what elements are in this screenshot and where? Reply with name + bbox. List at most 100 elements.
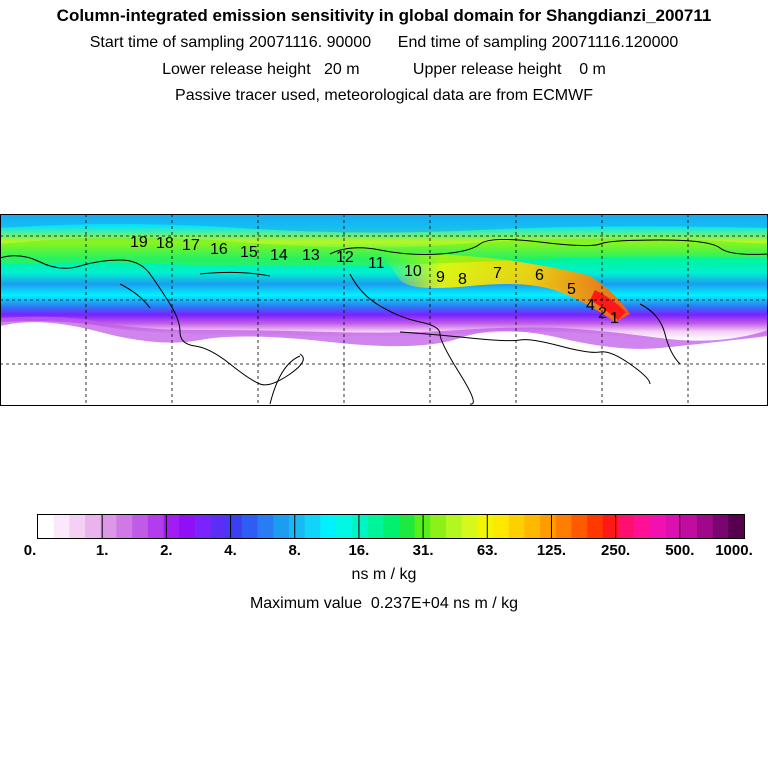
- colorbar-bin: [555, 515, 572, 539]
- colorbar-tick-label: 4.: [224, 542, 237, 559]
- colorbar-bin: [147, 515, 164, 539]
- high-sensitivity-plume: [380, 252, 630, 322]
- trajectory-label: 9: [436, 269, 445, 286]
- colorbar-tick-labels: 0. 1. 2. 4. 8. 16. 31. 63. 125. 250. 500. 1000.: [24, 542, 753, 559]
- colorbar-bin: [194, 515, 211, 539]
- trajectory-label: 7: [493, 265, 502, 282]
- colorbar-bin: [367, 515, 384, 539]
- colorbar-bin: [320, 515, 337, 539]
- colorbar-bin: [618, 515, 635, 539]
- colorbar-bin: [430, 515, 447, 539]
- colorbar-bin: [461, 515, 478, 539]
- lower-release-height-label: Lower release height 20 m: [162, 61, 360, 78]
- colorbar-tick-label: 1000.: [715, 542, 753, 559]
- coastlines: [0, 238, 768, 405]
- colorbar-bin: [445, 515, 462, 539]
- colorbar-bin: [69, 515, 86, 539]
- colorbar-bin: [383, 515, 400, 539]
- colorbar-bin: [116, 515, 133, 539]
- colorbar-bin: [602, 515, 619, 539]
- colorbar-tick-label: 31.: [413, 542, 434, 559]
- colorbar-bin: [665, 515, 682, 539]
- colorbar-bin: [100, 515, 117, 539]
- colorbar-tick-label: 500.: [665, 542, 694, 559]
- colorbar-bins: [38, 515, 745, 539]
- colorbar-bin: [53, 515, 70, 539]
- plot-title: Column-integrated emission sensitivity i…: [56, 6, 712, 25]
- trajectory-label: 18: [156, 235, 174, 252]
- maximum-value-label: Maximum value 0.237E+04 ns m / kg: [249, 595, 519, 612]
- colorbar-units: ns m / kg: [351, 566, 417, 583]
- tracer-note: Passive tracer used, meteorological data…: [175, 87, 593, 104]
- source-hotspot: [590, 290, 626, 320]
- trajectory-label: 8: [458, 271, 467, 288]
- trajectory-label: 5: [567, 281, 576, 298]
- upper-release-height-label: Upper release height 0 m: [412, 61, 606, 78]
- colorbar-bin: [336, 515, 353, 539]
- colorbar-tick-label: 125.: [537, 542, 566, 559]
- colorbar-bin: [712, 515, 729, 539]
- colorbar-bin: [649, 515, 666, 539]
- trajectory-label: 19: [130, 234, 148, 251]
- emission-sensitivity-map: 1 2 4 5 6 7 8 9 10 11 12 13 14 15 16 17 …: [0, 214, 768, 406]
- colorbar-bin: [524, 515, 541, 539]
- graticule: [0, 214, 768, 406]
- colorbar-frame: [37, 514, 745, 539]
- colorbar-bin: [226, 515, 243, 539]
- colorbar-bin: [587, 515, 604, 539]
- colorbar-tick-label: 63.: [477, 542, 498, 559]
- colorbar-bin: [241, 515, 258, 539]
- colorbar-bin: [289, 515, 306, 539]
- colorbar-bin: [179, 515, 196, 539]
- colorbar-tick-label: 0.: [24, 542, 37, 559]
- colorbar-bin: [257, 515, 274, 539]
- trajectory-label: 1: [610, 310, 619, 327]
- trajectory-label: 6: [535, 267, 544, 284]
- colorbar-tick-label: 250.: [601, 542, 630, 559]
- colorbar-bin: [351, 515, 368, 539]
- trajectory-label: 14: [270, 247, 288, 264]
- colorbar-bin: [414, 515, 431, 539]
- trajectory-label: 2: [598, 305, 607, 322]
- colorbar-bin: [273, 515, 290, 539]
- colorbar-major-ticks: [101, 515, 681, 539]
- northern-blue-band: [1, 215, 767, 233]
- colorbar-bin: [696, 515, 713, 539]
- trajectory-label: 4: [586, 297, 595, 314]
- trajectory-label: 13: [302, 247, 320, 264]
- colorbar-tick-label: 2.: [160, 542, 173, 559]
- trajectory-label: 11: [368, 255, 385, 272]
- colorbar-bin: [38, 515, 54, 539]
- southern-edge-fade: [1, 321, 767, 405]
- trajectory-label: 10: [404, 263, 422, 280]
- trajectory-label: 12: [336, 249, 354, 266]
- colorbar-tick-label: 1.: [96, 542, 109, 559]
- colorbar-tick-label: 16.: [348, 542, 369, 559]
- colorbar-bin: [132, 515, 149, 539]
- release-heights: Lower release height 20 m Upper release …: [0, 61, 768, 79]
- colorbar-bin: [571, 515, 588, 539]
- colorbar-bin: [163, 515, 180, 539]
- colorbar-bin: [210, 515, 227, 539]
- colorbar-bin: [85, 515, 102, 539]
- green-arctic-band: [1, 237, 767, 266]
- colorbar-bin: [304, 515, 321, 539]
- trajectory-markers: 1 2 4 5 6 7 8 9 10 11 12 13 14 15 16 17 …: [130, 234, 619, 327]
- colorbar-bin: [398, 515, 415, 539]
- trajectory-label: 16: [210, 241, 228, 258]
- sampling-times: Start time of sampling 20071116. 90000 E…: [0, 34, 768, 52]
- start-time-label: Start time of sampling 20071116. 90000: [89, 34, 372, 51]
- colorbar-tick-label: 8.: [288, 542, 301, 559]
- colorbar-bin: [492, 515, 509, 539]
- trajectory-label: 15: [240, 244, 258, 261]
- purple-fringe: [1, 316, 767, 349]
- colorbar-bin: [681, 515, 698, 539]
- colorbar-bin: [508, 515, 525, 539]
- colorbar-bin: [477, 515, 494, 539]
- end-time-label: End time of sampling 20071116.120000: [397, 34, 679, 51]
- colorbar-bin: [728, 515, 745, 539]
- colorbar-bin: [540, 515, 557, 539]
- trajectory-label: 17: [182, 237, 200, 254]
- colorbar-bin: [634, 515, 651, 539]
- colorbar: 0. 1. 2. 4. 8. 16. 31. 63. 125. 250. 500. 1000.: [24, 514, 753, 559]
